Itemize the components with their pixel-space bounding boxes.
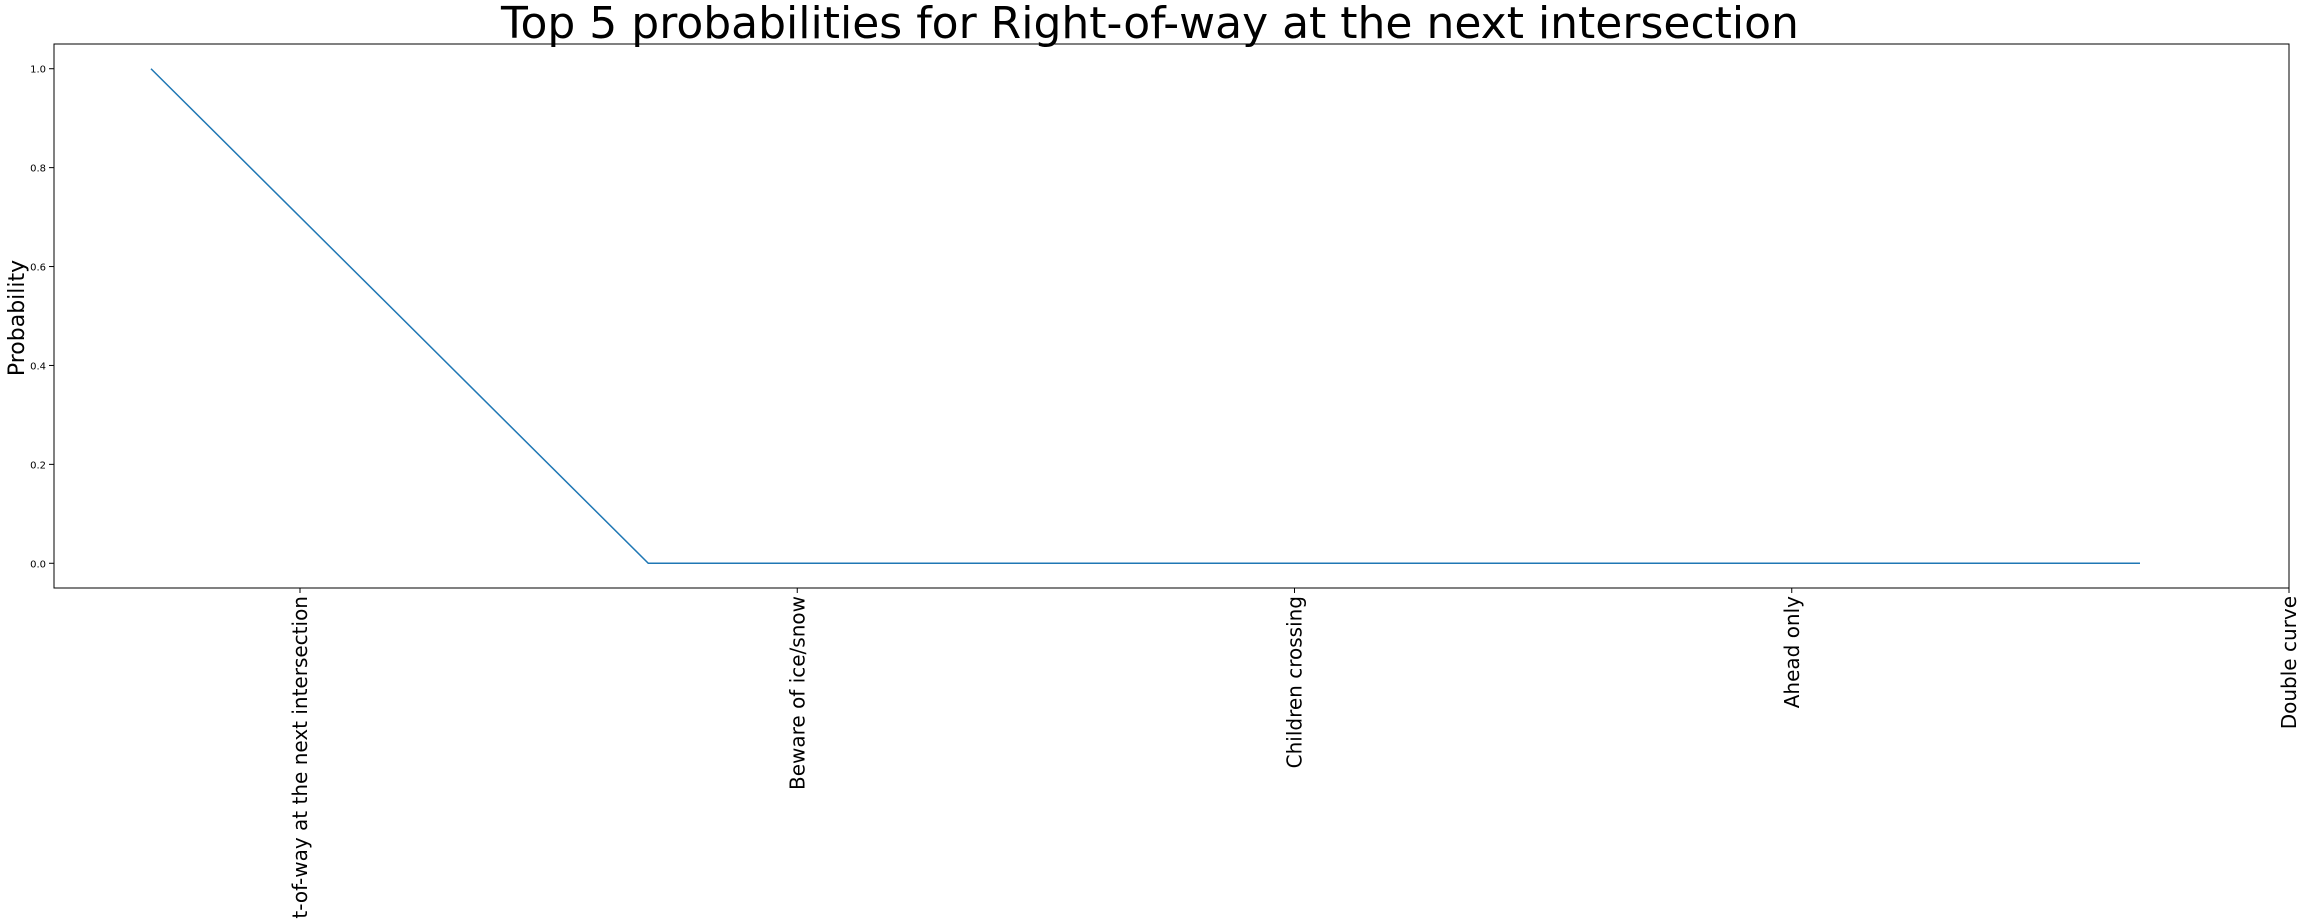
x-tick-label: Right-of-way at the next intersection <box>288 596 312 920</box>
y-axis-label: Probability <box>5 260 30 376</box>
chart-title: Top 5 probabilities for Right-of-way at … <box>500 0 1799 49</box>
plot-area: 0.0 0.2 0.4 0.6 0.8 1.0 Right-of-way at the ne… <box>30 43 2301 920</box>
y-tick-label: 0.6 <box>30 263 46 274</box>
series-line <box>150 68 2140 565</box>
y-tick-label: 0.8 <box>30 164 46 175</box>
y-tick-label: 0.2 <box>30 460 46 471</box>
y-tick-label: 1.0 <box>30 65 46 76</box>
y-tick-label: 0.4 <box>30 361 46 372</box>
x-tick-label: Ahead only <box>1780 596 1804 708</box>
x-tick-label: Double curve <box>2277 596 2301 729</box>
x-tick-label: Beware of ice/snow <box>785 596 809 790</box>
x-tick-label: Children crossing <box>1283 596 1307 768</box>
plot-frame <box>53 43 2290 589</box>
y-tick-label: 0.0 <box>30 559 46 570</box>
